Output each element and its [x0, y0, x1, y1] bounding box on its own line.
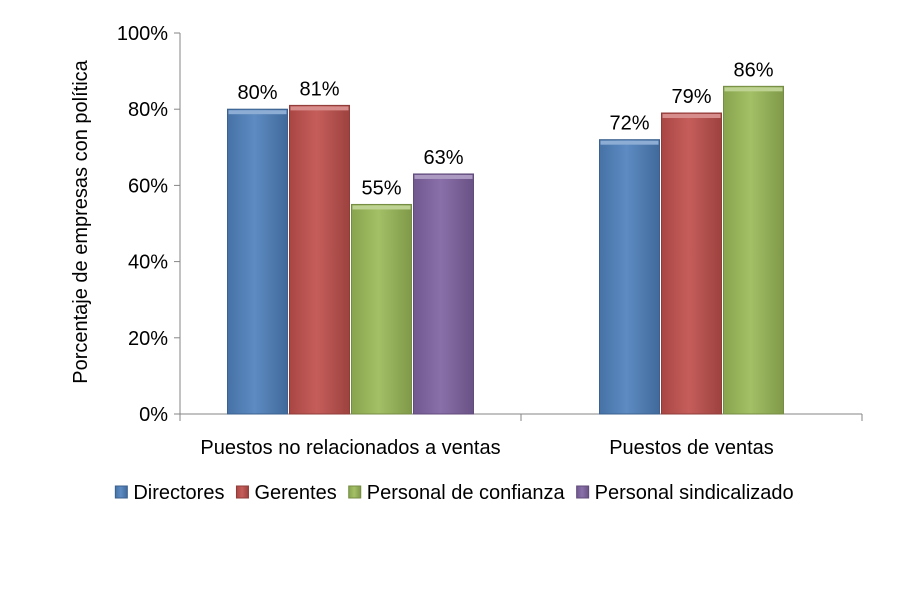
bar-gerentes [289, 104, 350, 415]
data-label: 55% [361, 177, 401, 199]
y-tick-label: 100% [117, 23, 168, 45]
bar-gerentes [661, 112, 722, 415]
legend-label: Gerentes [254, 482, 336, 504]
bar-highlight [228, 110, 287, 115]
legend: Directores Gerentes Personal de confianza P… [114, 482, 794, 504]
legend-swatch [235, 485, 249, 499]
data-label: 86% [733, 59, 773, 81]
legend-label: Personal sindicalizado [595, 482, 794, 504]
data-label: 72% [609, 113, 649, 135]
legend-label: Directores [133, 482, 224, 504]
y-tick-label: 40% [128, 252, 168, 274]
axes: 0% 20% 40% 60% 80% 100% Puestos no relacionado… [117, 23, 863, 459]
bar-highlight [290, 106, 349, 111]
legend-swatch [114, 485, 128, 499]
bar-highlight [724, 87, 783, 92]
data-label: 79% [671, 86, 711, 108]
bar-highlight [600, 140, 659, 145]
bars [227, 85, 784, 415]
data-label: 63% [423, 147, 463, 169]
legend-label: Personal de confianza [367, 482, 566, 504]
bar-personal-de-confianza [351, 203, 412, 415]
x-tick-label: Puestos no relacionados a ventas [200, 437, 500, 459]
bar-highlight [662, 114, 721, 119]
y-axis-label: Porcentaje de empresas con política [70, 59, 92, 383]
data-label: 81% [299, 78, 339, 100]
y-tick-label: 20% [128, 328, 168, 350]
bar-highlight [414, 174, 473, 179]
bar-personal-de-confianza [723, 85, 784, 415]
bar-personal-sindicalizado [413, 173, 474, 415]
data-labels: 80% 81% 55% 63% 72% 79% 86% [237, 59, 773, 199]
y-tick-label: 60% [128, 175, 168, 197]
bar-directores [227, 108, 288, 415]
y-tick-label: 0% [139, 404, 168, 426]
x-tick-label: Puestos de ventas [609, 437, 774, 459]
bar-highlight [352, 205, 411, 210]
data-label: 80% [237, 82, 277, 104]
bar-directores [599, 139, 660, 415]
y-tick-label: 80% [128, 99, 168, 121]
legend-swatch [576, 485, 590, 499]
legend-swatch [348, 485, 362, 499]
